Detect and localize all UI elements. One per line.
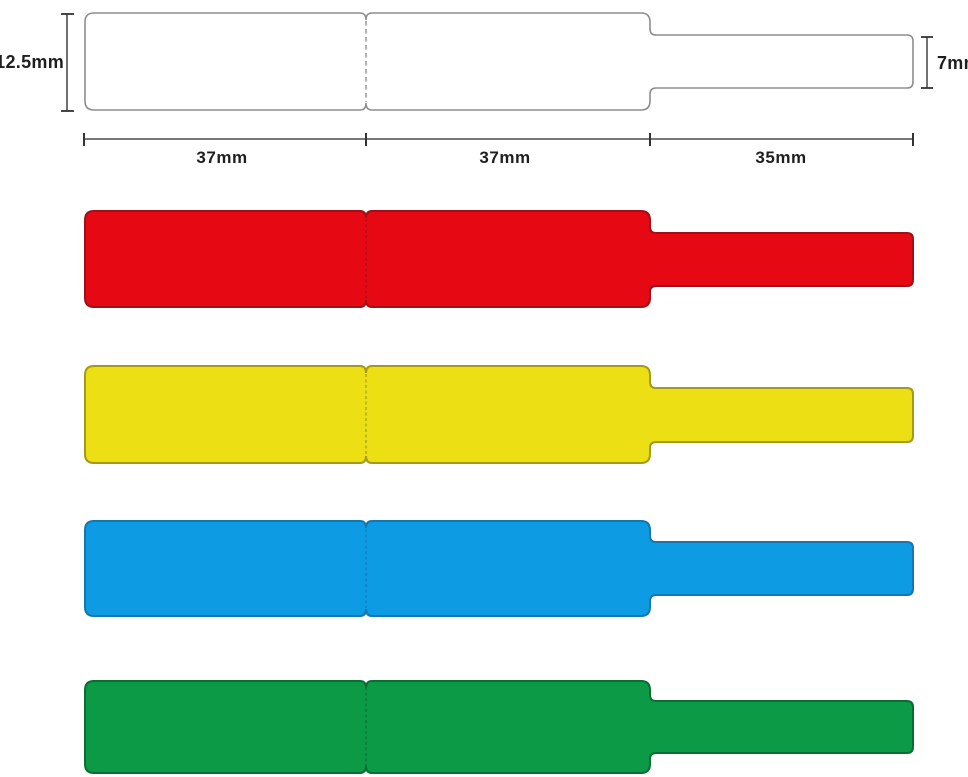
label-blue-group [84, 520, 914, 617]
height-dimension: 12.5mm [0, 13, 74, 112]
label-yellow-group [84, 365, 914, 464]
height-dimension-text: 12.5mm [0, 52, 64, 72]
label-blue-shape [84, 520, 914, 617]
segment-1-width-text: 37mm [196, 148, 247, 167]
segment-3-width-text: 35mm [755, 148, 806, 167]
segment-2-width-text: 37mm [479, 148, 530, 167]
outline-label-shape [84, 12, 914, 111]
width-dimension: 37mm 37mm 35mm [83, 133, 914, 167]
label-red-shape [84, 210, 914, 308]
label-red-group [84, 210, 914, 308]
tail-height-dimension: 7mm [921, 36, 968, 89]
label-yellow-shape [84, 365, 914, 464]
outline-label-group [84, 12, 914, 111]
label-green-group [84, 680, 914, 774]
tail-height-dimension-text: 7mm [937, 53, 968, 73]
label-green-shape [84, 680, 914, 774]
